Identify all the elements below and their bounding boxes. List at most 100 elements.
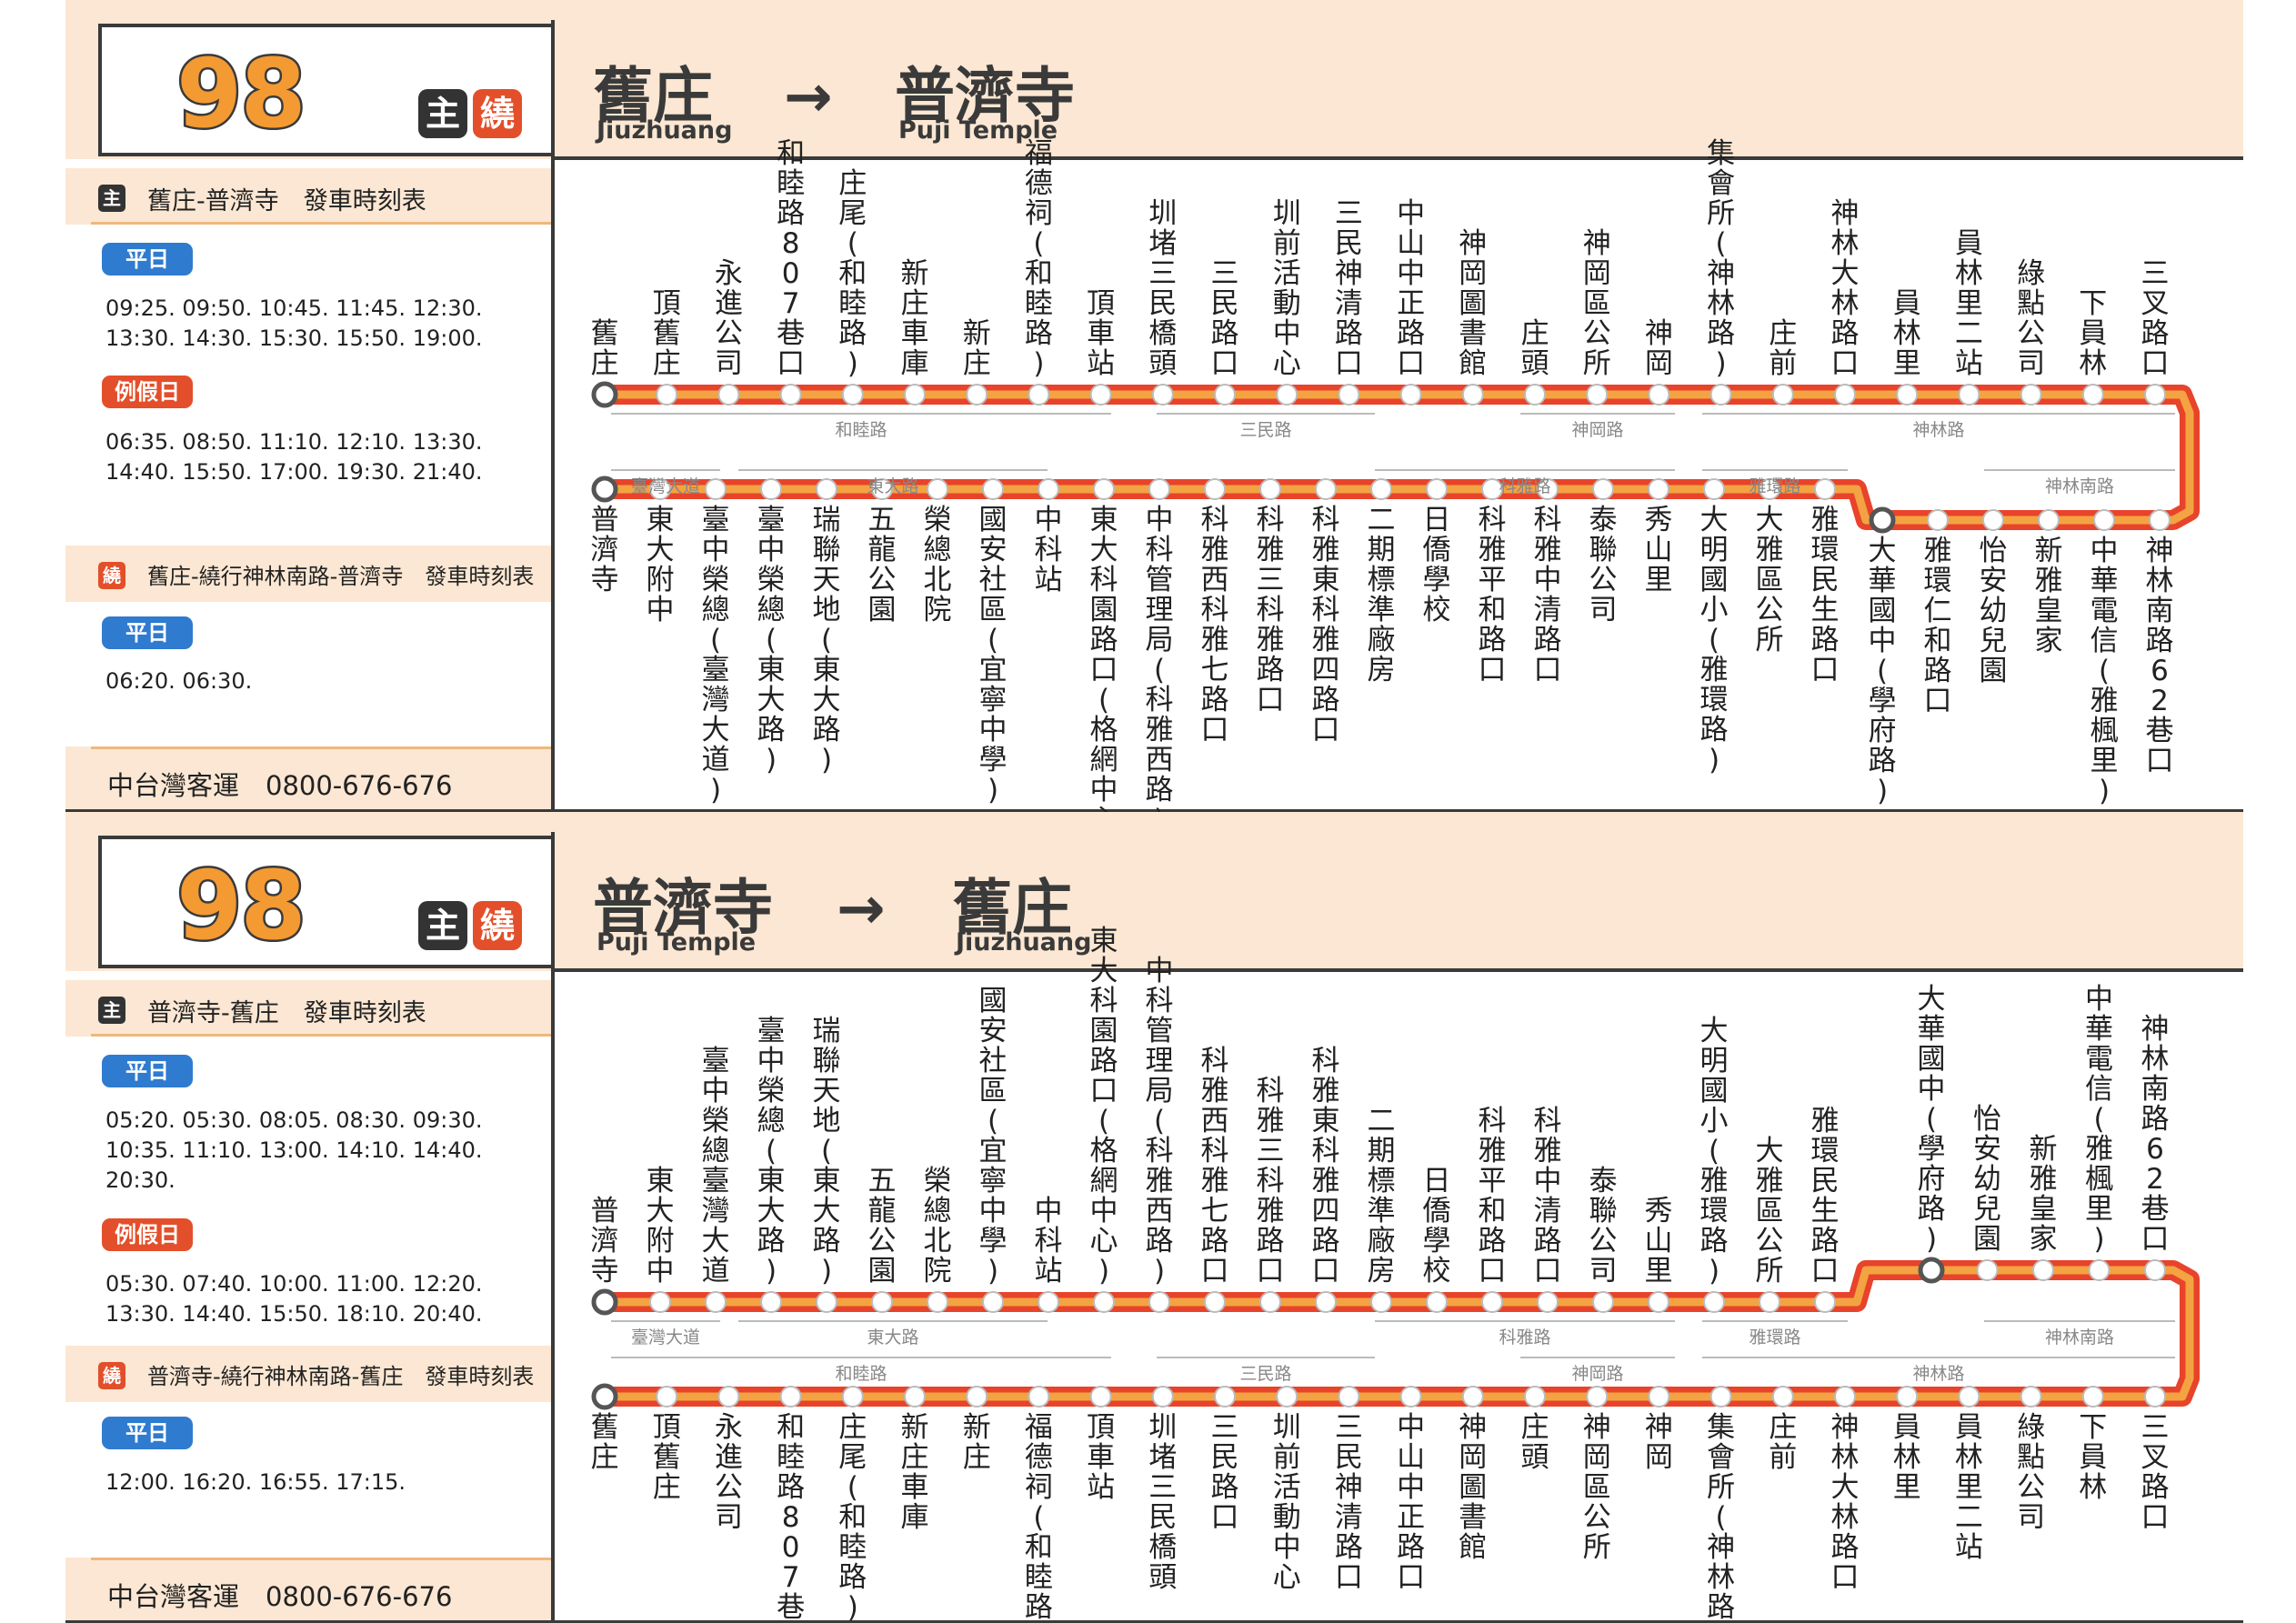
road-label: 科雅路 — [1499, 476, 1550, 496]
svg-text:臺中榮總(東大路): 臺中榮總(東大路) — [757, 504, 786, 776]
loop-timetable-title: 普濟寺-繞行神林南路-舊庄 發車時刻表 — [147, 1364, 535, 1389]
svg-text:科雅平和路口: 科雅平和路口 — [1479, 504, 1507, 686]
top-stop-marker — [1214, 384, 1236, 406]
svg-text:中科管理局(科雅西路): 中科管理局(科雅西路) — [1146, 504, 1174, 812]
loop-stop-label: 中華電信(雅楓里) — [2085, 983, 2113, 1256]
top-stop-label: 頂舊庄 — [653, 287, 681, 380]
loop-stop-label: 神林南路 6 2 巷口 — [2146, 535, 2174, 777]
top-stop-label: 大雅區公所 — [1756, 1135, 1784, 1287]
svg-text:集會所(神林路): 集會所(神林路) — [1707, 137, 1735, 380]
svg-text:泰聯公司: 泰聯公司 — [1589, 504, 1618, 626]
top-stop-label: 舊庄 — [591, 317, 619, 380]
svg-text:二期標準廠房: 二期標準廠房 — [1368, 1105, 1396, 1287]
svg-text:科雅中清路口: 科雅中清路口 — [1534, 1105, 1562, 1287]
operator-contact: 中台灣客運 0800-676-676 — [65, 746, 551, 812]
bottom-stop-marker — [779, 1386, 802, 1408]
svg-text:下員林: 下員林 — [2079, 1411, 2107, 1504]
weekday-pill: 平日 — [102, 1055, 193, 1087]
bottom-stop-marker — [1592, 478, 1614, 500]
bottom-stop-label: 中科管理局(科雅西路) — [1146, 504, 1174, 812]
bottom-stop-marker — [841, 1386, 864, 1408]
svg-text:三民神清路口: 三民神清路口 — [1335, 1411, 1363, 1594]
top-stop-label: 科雅東科雅四路口 — [1312, 1045, 1340, 1287]
road-label: 雅環路 — [1749, 476, 1800, 496]
loop-stop-marker — [2088, 1259, 2111, 1281]
bottom-stop-label: 中科站 — [1035, 504, 1063, 596]
svg-text:圳堵三民橋頭: 圳堵三民橋頭 — [1148, 1411, 1177, 1594]
svg-text:福德祠(和睦路): 福德祠(和睦路) — [1025, 1411, 1053, 1623]
bottom-stop-label: 臺中榮總(東大路) — [757, 504, 786, 776]
svg-text:福德祠(和睦路): 福德祠(和睦路) — [1025, 137, 1053, 380]
destination-name: 舊庄 — [952, 873, 1072, 943]
top-stop-marker — [2081, 384, 2104, 406]
top-stop-label: 神岡 — [1645, 317, 1673, 380]
loop-stop-label: 怡安幼兒園 — [1973, 1103, 2001, 1256]
top-stop-marker — [591, 381, 618, 408]
main-timetable-title: 舊庄-普濟寺 發車時刻表 — [147, 187, 426, 215]
route-number-box: 98 主 繞 — [98, 24, 551, 156]
svg-text:綠點公司: 綠點公司 — [2017, 1411, 2045, 1534]
top-stop-label: 日僑學校 — [1423, 1165, 1451, 1287]
bottom-stop-marker — [1151, 1386, 1174, 1408]
road-label: 神林南路 — [2045, 1327, 2114, 1347]
bottom-stop-label: 頂舊庄 — [653, 1411, 681, 1504]
bottom-stop-label: 新庄 — [963, 1411, 991, 1474]
origin-name-en: Puji Temple — [597, 928, 757, 957]
bottom-stop-label: 瑞聯天地(東大路) — [813, 504, 841, 776]
svg-text:永進公司: 永進公司 — [715, 257, 743, 380]
svg-text:中山中正路口: 中山中正路口 — [1397, 197, 1425, 380]
top-stop-marker — [1399, 384, 1422, 406]
main-route-badge: 主 — [418, 901, 467, 950]
top-stop-label: 大明國小(雅環路) — [1700, 1015, 1729, 1287]
svg-text:中山中正路口: 中山中正路口 — [1397, 1411, 1425, 1594]
top-stop-marker — [1524, 384, 1546, 406]
top-stop-label: 庄尾(和睦路) — [838, 167, 867, 380]
svg-text:三民路口: 三民路口 — [1211, 257, 1239, 380]
top-stop-marker — [2020, 384, 2042, 406]
loop-stop-marker — [2149, 509, 2171, 531]
top-stop-marker — [1586, 384, 1609, 406]
svg-text:普濟寺: 普濟寺 — [591, 1195, 619, 1287]
main-timetable-header: 主 普濟寺-舊庄 發車時刻表 — [65, 980, 551, 1037]
top-stop-marker — [1426, 1291, 1448, 1313]
svg-text:神岡: 神岡 — [1645, 317, 1673, 380]
top-stop-marker — [927, 1291, 948, 1313]
top-stop-marker — [1204, 1291, 1226, 1313]
top-stop-marker — [2144, 384, 2166, 406]
main-timetable-title: 普濟寺-舊庄 發車時刻表 — [147, 999, 426, 1027]
svg-text:員林里二站: 員林里二站 — [1955, 1411, 1983, 1564]
svg-text:新庄: 新庄 — [963, 317, 991, 380]
svg-text:國安社區(宜寧中學): 國安社區(宜寧中學) — [979, 504, 1008, 806]
top-stop-label: 東大科園路口(格網中心) — [1090, 925, 1118, 1287]
top-stop-label: 三民路口 — [1211, 257, 1239, 380]
top-stop-marker — [1038, 1291, 1059, 1313]
route-line-orange — [600, 1266, 2194, 1401]
svg-text:東大附中: 東大附中 — [647, 1165, 675, 1287]
bottom-stop-marker — [1703, 478, 1725, 500]
top-stop-marker — [904, 384, 926, 406]
bottom-stop-marker — [2081, 1386, 2104, 1408]
route-number: 98 — [175, 36, 309, 152]
svg-text:科雅西科雅七路口: 科雅西科雅七路口 — [1201, 1045, 1229, 1287]
svg-text:圳堵三民橋頭: 圳堵三民橋頭 — [1148, 197, 1177, 380]
loop-timetable-title: 舊庄-繞行神林南路-普濟寺 發車時刻表 — [147, 564, 535, 589]
main-timetable-header: 主 舊庄-普濟寺 發車時刻表 — [65, 168, 551, 225]
destination-name: 普濟寺 — [895, 61, 1075, 131]
svg-text:大華國中(學府路): 大華國中(學府路) — [1869, 535, 1897, 807]
loop-weekday-pill: 平日 — [102, 1417, 193, 1449]
bottom-stop-marker — [982, 478, 1004, 500]
svg-text:綠點公司: 綠點公司 — [2017, 257, 2045, 380]
svg-text:日僑學校: 日僑學校 — [1423, 1165, 1451, 1287]
svg-text:日僑學校: 日僑學校 — [1423, 504, 1451, 626]
svg-text:庄尾(和睦路): 庄尾(和睦路) — [838, 1411, 867, 1623]
loop-stop-marker — [2093, 509, 2115, 531]
svg-text:頂舊庄: 頂舊庄 — [653, 287, 681, 380]
bottom-stop-marker — [656, 1386, 678, 1408]
bottom-stop-label: 集會所(神林路) — [1707, 1411, 1735, 1623]
svg-text:新庄車庫: 新庄車庫 — [901, 1411, 929, 1534]
loop-stop-marker — [1976, 1259, 1999, 1281]
svg-text:大明國小(雅環路): 大明國小(雅環路) — [1700, 504, 1729, 776]
top-stop-marker — [1834, 384, 1856, 406]
top-stop-label: 二期標準廠房 — [1368, 1105, 1396, 1287]
